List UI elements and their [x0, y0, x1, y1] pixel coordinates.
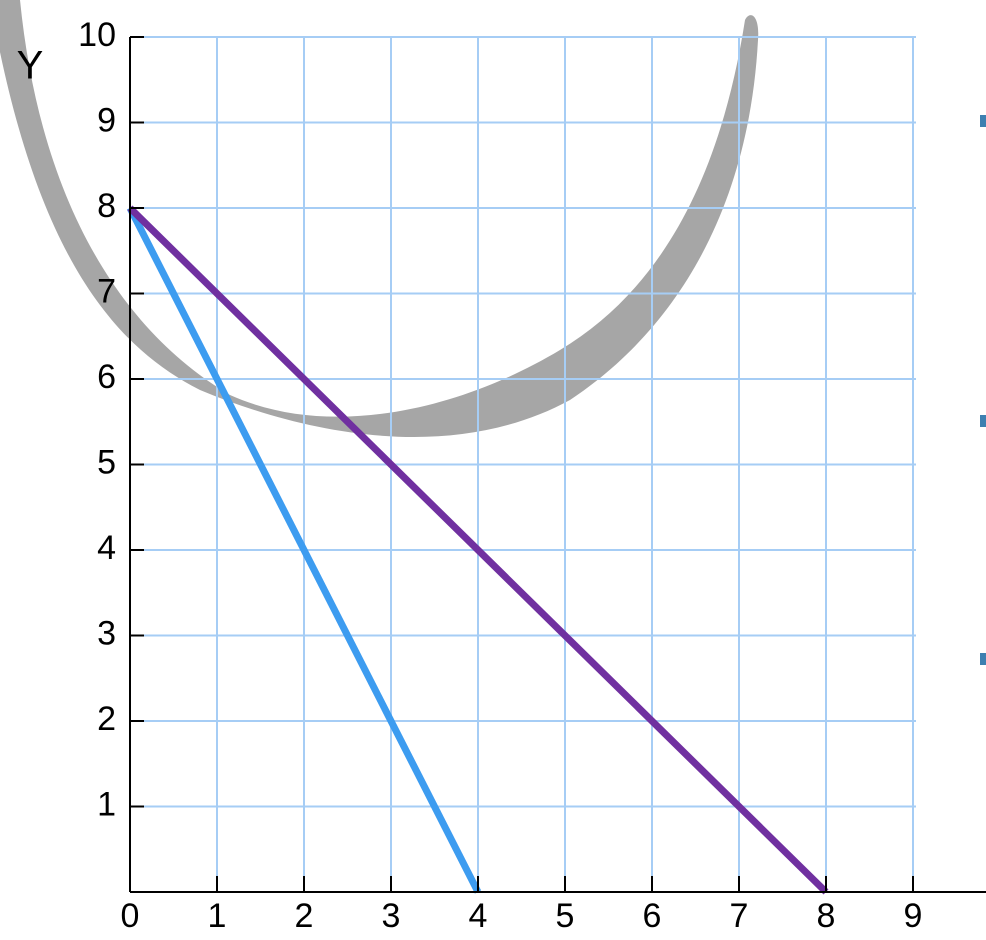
grid — [130, 37, 916, 892]
y-axis-label: Y — [17, 44, 44, 88]
y-tick-label: 6 — [97, 358, 116, 396]
bullet — [980, 415, 986, 427]
bullet — [980, 115, 986, 127]
x-tick-label: 3 — [382, 897, 401, 935]
x-tick-label: 2 — [295, 897, 314, 935]
y-tick-label: 7 — [97, 272, 116, 310]
x-tick-label: 7 — [730, 897, 749, 935]
y-tick-label: 4 — [97, 529, 116, 567]
y-tick-label: 9 — [97, 101, 116, 139]
bullet — [980, 653, 986, 665]
x-tick-label: 4 — [469, 897, 488, 935]
chart: 0 1 2 3 4 5 6 7 8 9 1 2 3 4 5 6 7 8 9 10 Y — [0, 0, 986, 940]
x-tick-label: 6 — [643, 897, 662, 935]
x-tick-label: 1 — [208, 897, 227, 935]
y-tick-label: 3 — [97, 614, 116, 652]
y-tick-label: 8 — [97, 187, 116, 225]
y-tick-label: 1 — [97, 785, 116, 823]
tick-labels: 0 1 2 3 4 5 6 7 8 9 1 2 3 4 5 6 7 8 9 10 — [78, 16, 922, 935]
x-tick-label: 0 — [121, 897, 140, 935]
x-tick-label: 8 — [817, 897, 836, 935]
y-tick-label: 2 — [97, 700, 116, 738]
y-tick-label: 10 — [78, 16, 116, 54]
x-tick-label: 5 — [556, 897, 575, 935]
x-tick-label: 9 — [904, 897, 923, 935]
y-tick-label: 5 — [97, 443, 116, 481]
